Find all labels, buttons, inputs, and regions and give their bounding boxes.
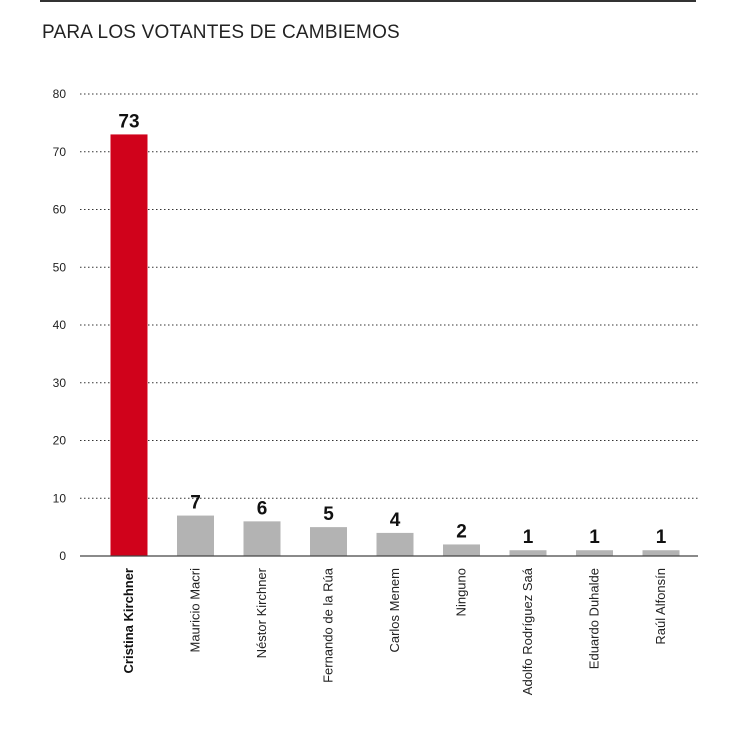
y-tick-label: 20 xyxy=(53,434,67,448)
top-rule xyxy=(40,0,696,2)
category-labels: Cristina Kirchner Mauricio Macri Néstor Ki… xyxy=(121,567,668,695)
y-axis-ticks: 0 10 20 30 40 50 60 70 80 xyxy=(53,87,67,563)
category-label: Mauricio Macri xyxy=(188,568,203,653)
category-label: Ninguno xyxy=(454,568,469,616)
value-label: 1 xyxy=(589,527,600,548)
value-label: 2 xyxy=(456,521,467,542)
y-tick-label: 0 xyxy=(59,549,66,563)
category-label: Néstor Kirchner xyxy=(254,567,269,658)
bar-carlos-menem xyxy=(376,532,414,556)
bars xyxy=(110,134,680,557)
value-label: 4 xyxy=(390,510,401,531)
category-label: Eduardo Duhalde xyxy=(587,568,602,669)
value-label: 5 xyxy=(323,504,334,525)
y-tick-label: 60 xyxy=(53,203,67,217)
y-tick-label: 50 xyxy=(53,260,67,274)
bar-n-stor-kirchner xyxy=(243,521,281,556)
bar-cristina-kirchner xyxy=(110,134,148,557)
value-label: 73 xyxy=(118,111,139,132)
y-tick-label: 70 xyxy=(53,145,67,159)
value-label: 1 xyxy=(656,527,667,548)
chart-title: PARA LOS VOTANTES DE CAMBIEMOS xyxy=(42,22,400,43)
y-tick-label: 30 xyxy=(53,376,67,390)
value-labels: 73 7 6 5 4 2 1 1 1 xyxy=(118,111,666,548)
value-label: 7 xyxy=(190,493,201,514)
bar-eduardo-duhalde xyxy=(576,550,613,556)
category-label: Cristina Kirchner xyxy=(121,568,136,673)
grid-lines xyxy=(80,93,698,499)
category-label: Raúl Alfonsín xyxy=(653,568,668,645)
category-label: Adolfo Rodríguez Saá xyxy=(520,567,535,695)
y-tick-label: 80 xyxy=(53,87,67,101)
y-tick-label: 40 xyxy=(53,318,67,332)
bar-mauricio-macri xyxy=(177,515,214,556)
value-label: 6 xyxy=(257,498,268,519)
bar-adolfo-rodr-guez-sa- xyxy=(509,550,547,556)
y-tick-label: 10 xyxy=(53,491,67,505)
category-label: Fernando de la Rúa xyxy=(321,567,336,683)
value-label: 1 xyxy=(523,527,534,548)
bar-ra-l-alfons-n xyxy=(642,550,680,556)
bar-fernando-de-la-r-a xyxy=(310,527,347,556)
bar-ninguno xyxy=(443,544,480,556)
category-label: Carlos Menem xyxy=(387,568,402,653)
